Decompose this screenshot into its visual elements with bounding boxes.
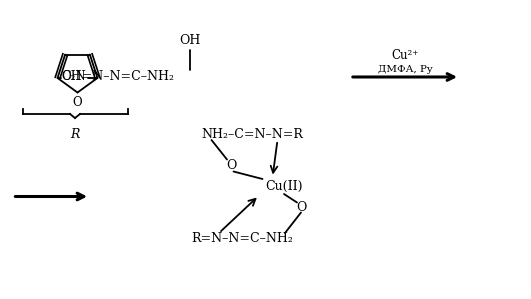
Text: R: R: [70, 127, 80, 141]
Text: ДМФА, Py: ДМФА, Py: [378, 65, 432, 74]
Text: O₂N: O₂N: [62, 71, 87, 83]
Text: Cu²⁺: Cu²⁺: [391, 49, 418, 62]
Text: O: O: [73, 97, 82, 109]
Text: OH: OH: [179, 34, 200, 48]
Text: O: O: [226, 159, 236, 172]
Text: Cu(II): Cu(II): [265, 180, 303, 193]
Text: CH=N–N=C–NH₂: CH=N–N=C–NH₂: [62, 71, 175, 83]
Text: NH₂–C=N–N=R: NH₂–C=N–N=R: [202, 127, 303, 141]
Text: O: O: [296, 201, 306, 214]
Text: R=N–N=C–NH₂: R=N–N=C–NH₂: [192, 233, 294, 245]
